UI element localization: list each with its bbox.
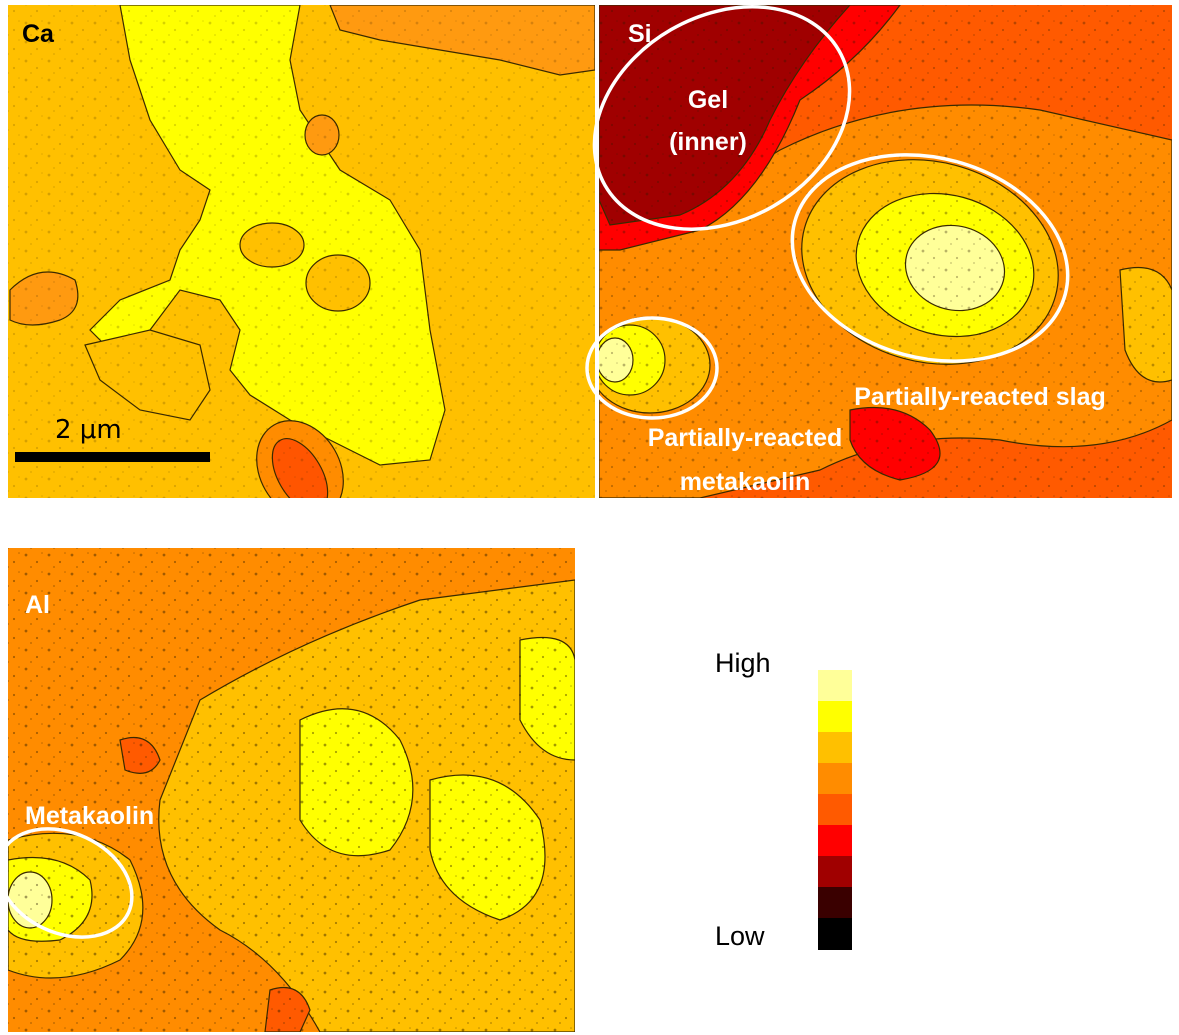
scale-bar (15, 452, 210, 462)
scale-bar-label: 2 μm (55, 415, 122, 445)
legend-low: Low (715, 921, 765, 951)
si-map (599, 5, 1172, 498)
annotation: Partially-reacted slag (854, 383, 1106, 411)
panel-label: Al (25, 591, 50, 619)
legend-high: High (715, 648, 771, 678)
ca-map (8, 5, 595, 498)
annotation: Metakaolin (25, 802, 154, 830)
annotation: metakaolin (680, 468, 811, 496)
annotation: Partially-reacted (648, 424, 843, 452)
al-map (8, 548, 575, 1032)
annotation-ellipse (0, 827, 134, 939)
annotation-ellipses (585, 5, 1070, 420)
annotation: (inner) (669, 128, 747, 156)
panel-label: Ca (22, 20, 55, 48)
color-scale (818, 670, 852, 950)
panel-label: Si (628, 20, 652, 48)
annotation: Gel (688, 86, 728, 114)
